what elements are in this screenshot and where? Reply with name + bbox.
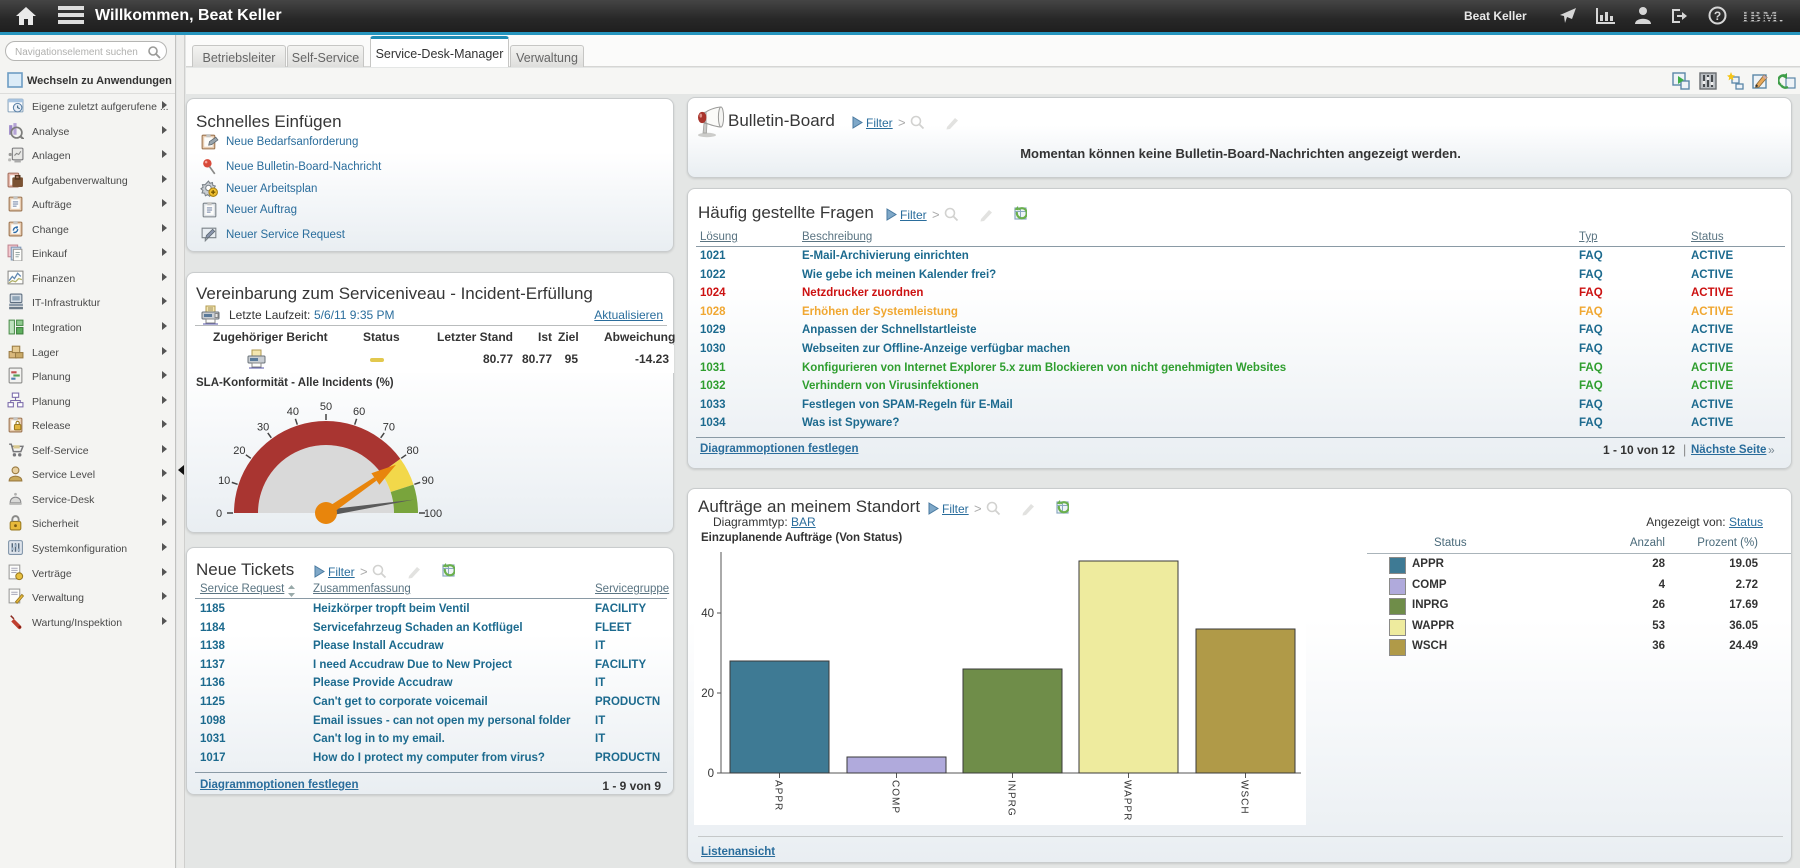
svg-text:20: 20 (701, 688, 714, 700)
svg-text:80: 80 (406, 445, 418, 457)
svg-text:90: 90 (422, 475, 434, 487)
svg-text:0: 0 (216, 508, 222, 520)
svg-text:40: 40 (701, 608, 714, 620)
svg-text:WAPPR: WAPPR (1122, 780, 1133, 821)
svg-text:?: ? (1714, 9, 1721, 23)
svg-text:30: 30 (257, 421, 269, 433)
svg-text:60: 60 (353, 406, 365, 418)
svg-text:40: 40 (287, 406, 299, 418)
svg-text:APPR: APPR (773, 780, 784, 811)
svg-text:50: 50 (320, 401, 332, 413)
svg-text:WSCH: WSCH (1239, 780, 1250, 815)
svg-text:INPRG: INPRG (1006, 780, 1017, 817)
svg-text:10: 10 (218, 475, 230, 487)
svg-text:0: 0 (708, 768, 714, 780)
svg-text:70: 70 (383, 421, 395, 433)
svg-text:100: 100 (424, 508, 442, 520)
svg-text:IBM.: IBM. (1742, 7, 1784, 26)
svg-text:COMP: COMP (890, 780, 901, 814)
svg-text:20: 20 (233, 445, 245, 457)
